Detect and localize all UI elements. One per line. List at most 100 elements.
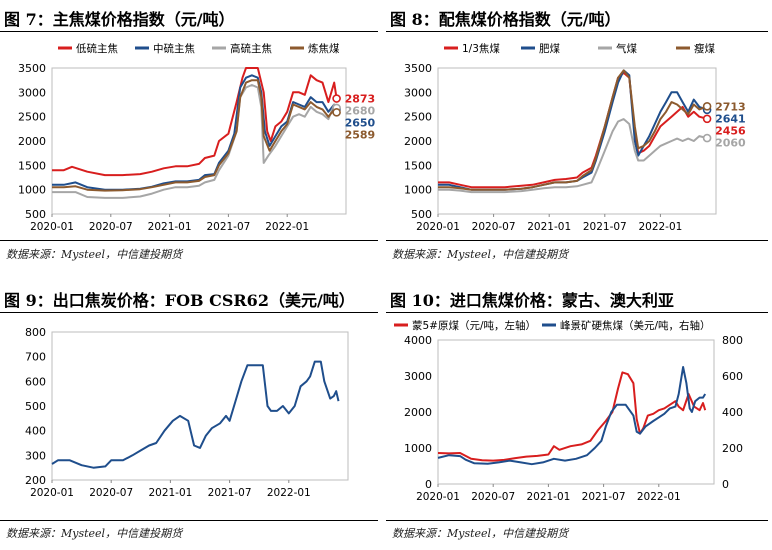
x-tick-label: 2021-01 <box>526 491 570 503</box>
legend-label: 肥煤 <box>539 42 560 55</box>
x-tick-label: 2021-07 <box>206 221 250 233</box>
end-marker <box>702 114 712 124</box>
legend-label: 低硫主焦 <box>76 42 118 55</box>
y-tick-label: 3000 <box>404 370 432 383</box>
y2-tick-label: 200 <box>722 442 743 455</box>
x-tick-label: 2022-01 <box>638 221 682 233</box>
end-marker <box>702 133 712 143</box>
end-value-label: 2641 <box>715 112 746 125</box>
chart-title: 图 9：出口焦炭价格：FOB CSR62（美元/吨） <box>4 291 355 310</box>
x-tick-label: 2020-07 <box>89 221 133 233</box>
y-tick-label: 3500 <box>18 62 46 75</box>
chart-panel-2: 图 8：配焦煤价格指数（元/吨） 500 1000 1500 2000 2500 3000… <box>386 0 772 268</box>
legend-label: 蒙5#原煤（元/吨，左轴） <box>412 319 536 332</box>
x-tick-label: 2020-01 <box>30 221 74 233</box>
x-tick-label: 2022-01 <box>637 491 681 503</box>
y-tick-label: 300 <box>25 449 46 462</box>
x-tick-label: 2022-01 <box>265 221 309 233</box>
x-tick-label: 2021-01 <box>148 221 192 233</box>
chart-title: 图 8：配焦煤价格指数（元/吨） <box>390 10 621 29</box>
source-divider <box>386 520 768 521</box>
chart-title: 图 10：进口焦煤价格：蒙古、澳大利亚 <box>390 291 674 310</box>
x-tick-label: 2021-07 <box>583 221 627 233</box>
y-tick-label: 700 <box>25 351 46 364</box>
title-underline <box>0 31 378 32</box>
end-value-label: 2060 <box>715 136 746 149</box>
legend-label: 瘦煤 <box>694 42 715 55</box>
series-line <box>52 67 338 177</box>
legend-label: 炼焦煤 <box>308 42 340 55</box>
legend-label: 峰景矿硬焦煤（美元/吨，右轴） <box>560 319 711 332</box>
data-source: 数据来源：Mysteel，中信建投期货 <box>392 527 569 540</box>
y-tick-label: 1000 <box>404 184 432 197</box>
plot-area <box>51 331 349 481</box>
title-underline <box>386 312 768 313</box>
chart-panel-3: 图 9：出口焦炭价格：FOB CSR62（美元/吨） 200 300 400 500 6… <box>0 282 386 550</box>
source-divider <box>0 520 378 521</box>
chart-title: 图 7：主焦煤价格指数（元/吨） <box>4 10 235 29</box>
chart-4-plot: 0 1000 2000 3000 4000 0 200 400 600 800 2020-01 202… <box>394 319 743 503</box>
y-tick-label: 0 <box>425 478 432 491</box>
chart-3-plot: 200 300 400 500 600 700 800 2020-01 2020-07 2021-… <box>25 326 349 499</box>
y-tick-label: 2000 <box>404 406 432 419</box>
plot-area <box>51 67 347 215</box>
y2-tick-label: 0 <box>722 478 729 491</box>
chart-panel-4: 图 10：进口焦煤价格：蒙古、澳大利亚 0 1000 2000 3000 4000 0 20… <box>386 282 772 550</box>
end-value-label: 2650 <box>345 117 376 130</box>
end-value-label: 2713 <box>715 100 746 113</box>
y-tick-label: 3500 <box>404 62 432 75</box>
title-underline <box>0 312 378 313</box>
y-tick-label: 1500 <box>18 159 46 172</box>
series-line <box>52 79 338 192</box>
y-tick-label: 200 <box>25 474 46 487</box>
x-tick-label: 2021-07 <box>208 487 252 499</box>
series-line <box>437 371 707 462</box>
y-tick-label: 600 <box>25 375 46 388</box>
source-divider <box>386 240 768 241</box>
chart-panel-1: 图 7：主焦煤价格指数（元/吨） 500 1000 1500 2000 2500 3000… <box>0 0 386 268</box>
y-tick-label: 2000 <box>404 135 432 148</box>
x-tick-label: 2022-01 <box>267 487 311 499</box>
data-source: 数据来源：Mysteel，中信建投期货 <box>6 248 183 261</box>
end-marker <box>332 94 341 103</box>
legend-label: 高硫主焦 <box>230 42 272 55</box>
y-tick-label: 500 <box>411 208 432 221</box>
series-line <box>438 118 708 194</box>
series-line <box>437 366 707 466</box>
end-value-label: 2589 <box>345 129 376 142</box>
y-tick-label: 2500 <box>18 111 46 124</box>
legend-label: 1/3焦煤 <box>462 42 500 55</box>
x-tick-label: 2021-01 <box>527 221 571 233</box>
y-tick-label: 800 <box>25 326 46 339</box>
y-tick-label: 4000 <box>404 334 432 347</box>
legend-label: 中硫主焦 <box>153 42 195 55</box>
x-tick-label: 2021-01 <box>148 487 192 499</box>
end-value-label: 2873 <box>345 93 376 106</box>
data-source: 数据来源：Mysteel，中信建投期货 <box>392 248 569 261</box>
series-line <box>438 69 708 191</box>
chart-1-plot: 500 1000 1500 2000 2500 3000 3500 2020-01 2020-0… <box>18 42 376 233</box>
source-divider <box>0 240 378 241</box>
x-tick-label: 2020-01 <box>416 491 460 503</box>
y-tick-label: 1000 <box>18 184 46 197</box>
end-value-label: 2680 <box>345 105 376 118</box>
x-tick-label: 2020-01 <box>30 487 74 499</box>
y-tick-label: 2000 <box>18 135 46 148</box>
y-tick-label: 2500 <box>404 111 432 124</box>
y-tick-label: 3000 <box>404 86 432 99</box>
y-tick-label: 400 <box>25 425 46 438</box>
y-tick-label: 500 <box>25 400 46 413</box>
x-tick-label: 2020-07 <box>472 221 516 233</box>
x-tick-label: 2021-07 <box>582 491 626 503</box>
y2-tick-label: 800 <box>722 334 743 347</box>
series-line <box>51 360 340 469</box>
y-tick-label: 1000 <box>404 442 432 455</box>
plot-area <box>437 67 717 215</box>
end-marker <box>332 108 341 117</box>
y-tick-label: 500 <box>25 208 46 221</box>
end-value-label: 2456 <box>715 124 746 137</box>
x-tick-label: 2020-07 <box>89 487 133 499</box>
series-line <box>438 69 708 191</box>
y-tick-label: 3000 <box>18 86 46 99</box>
chart-2-plot: 500 1000 1500 2000 2500 3000 3500 2020-01 2020-0… <box>404 42 746 233</box>
